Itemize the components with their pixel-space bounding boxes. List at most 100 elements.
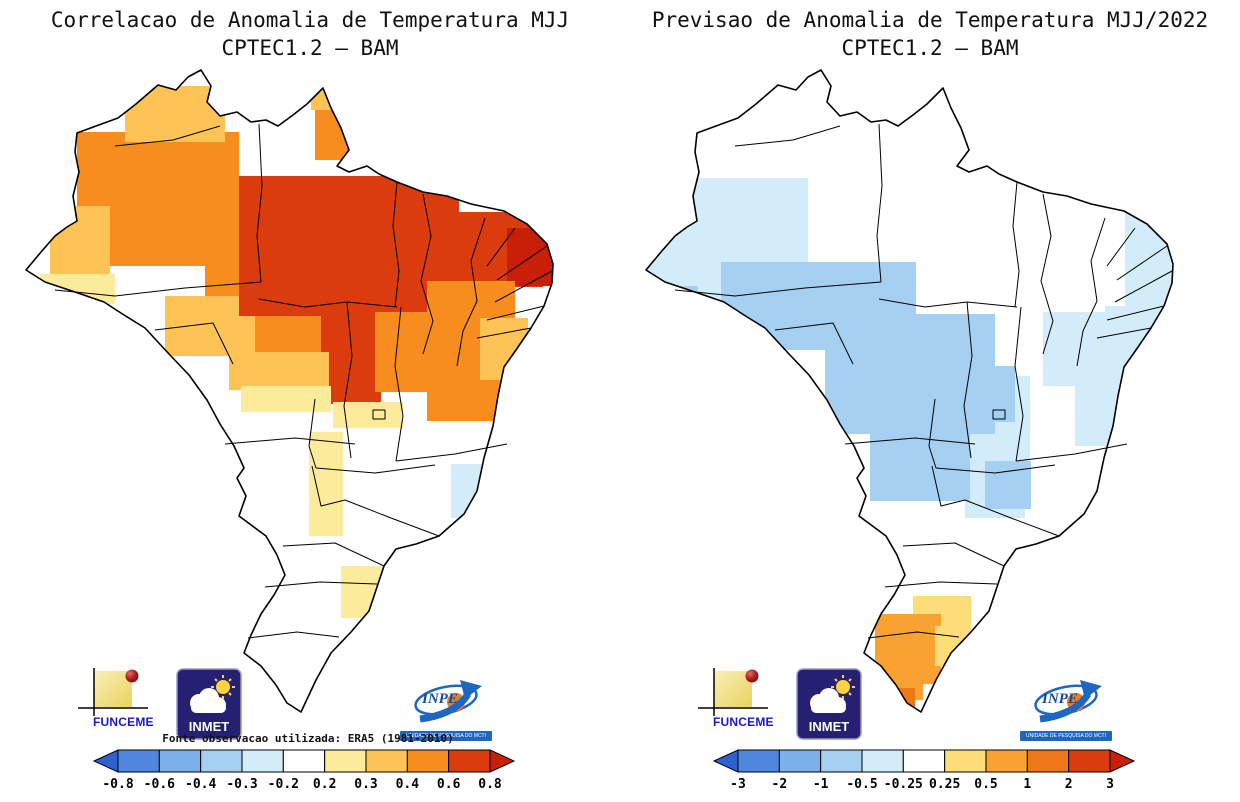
colorbar-tick-label: -0.2 xyxy=(268,777,299,792)
colorbar-arrow-left xyxy=(92,749,119,773)
map-cell xyxy=(40,274,115,304)
map-cell xyxy=(870,431,970,501)
colorbar-tick-label: -2 xyxy=(772,777,788,792)
inpe-sublabel-bar: UNIDADE DE PESQUISA DO MCTI xyxy=(400,731,492,741)
colorbar-segment xyxy=(200,749,243,773)
map-cell xyxy=(935,626,965,666)
colorbar-tick-label: -3 xyxy=(730,777,746,792)
inmet-cloud-icon xyxy=(810,688,846,713)
map-cell xyxy=(1043,312,1105,386)
map-cell xyxy=(341,566,393,618)
inpe-label: INPE xyxy=(1041,691,1078,707)
map-cell xyxy=(985,461,1031,509)
colorbar-forecast: -3 -2 -1 -0.5 -0.25 0.25 0.5 1 2 3 xyxy=(712,749,1136,792)
colorbar-tick-label: 0.8 xyxy=(478,777,502,792)
funceme-label: FUNCEME xyxy=(713,715,774,729)
funceme-axes-icon xyxy=(698,668,768,716)
colorbar-tick-label: 2 xyxy=(1065,777,1073,792)
funceme-label: FUNCEME xyxy=(93,715,154,729)
colorbar-segment xyxy=(1026,749,1070,773)
colorbar-tick-label: 0.5 xyxy=(974,777,997,792)
brazil-map-forecast xyxy=(645,69,1174,713)
colorbar-segment xyxy=(324,749,367,773)
map-cell xyxy=(375,312,435,392)
colorbar-tick-label: -0.8 xyxy=(102,777,133,792)
map-cell xyxy=(451,464,499,518)
colorbar-tick-label: -0.25 xyxy=(884,777,923,792)
panel-title-line2: CPTEC1.2 — BAM xyxy=(841,36,1019,60)
colorbar-segment xyxy=(985,749,1028,773)
source-note: Fonte observacao utilizada: ERA5 (1981-2… xyxy=(162,732,454,745)
funceme-axes-icon xyxy=(78,668,148,716)
map-cell xyxy=(125,86,225,142)
inpe-label: INPE xyxy=(421,691,458,707)
inmet-icon: INMET xyxy=(176,668,242,740)
funceme-ball-icon xyxy=(745,669,759,683)
panel-title: Previsao de Anomalia de Temperatura MJJ/… xyxy=(620,6,1240,62)
colorbar-tick-label: 1 xyxy=(1023,777,1031,792)
colorbar-tick-label: 0.4 xyxy=(396,777,420,792)
map-cell xyxy=(309,432,343,536)
panel-title-line1: Previsao de Anomalia de Temperatura MJJ/… xyxy=(651,8,1209,32)
colorbar-tick-label: 0.6 xyxy=(437,777,461,792)
map-cell xyxy=(887,688,915,710)
panel-forecast: Previsao de Anomalia de Temperatura MJJ/… xyxy=(620,0,1240,802)
map-cell xyxy=(241,386,331,412)
map-cells-layer xyxy=(646,178,1173,710)
panel-title-line2: CPTEC1.2 — BAM xyxy=(221,36,399,60)
inpe-sublabel-bar: UNIDADE DE PESQUISA DO MCTI xyxy=(1020,731,1112,741)
colorbar-segment xyxy=(158,749,202,773)
colorbar-tick-label: -0.5 xyxy=(846,777,877,792)
colorbar-segment xyxy=(944,749,987,773)
inmet-logo: INMET xyxy=(796,668,862,744)
inpe-sublabel: UNIDADE DE PESQUISA DO MCTI xyxy=(1025,733,1106,739)
colorbar-tick-label: -0.6 xyxy=(144,777,175,792)
colorbar-tick-label: -1 xyxy=(813,777,829,792)
colorbar-segment xyxy=(365,749,408,773)
colorbar-segment xyxy=(117,749,160,773)
inmet-label: INMET xyxy=(809,719,850,734)
colorbar-segment xyxy=(406,749,450,773)
inmet-label: INMET xyxy=(189,719,230,734)
map-cell xyxy=(825,314,995,434)
inmet-sun-icon xyxy=(831,675,855,699)
colorbar-tick-label: 0.25 xyxy=(929,777,960,792)
colorbar-tick-label: 0.3 xyxy=(354,777,377,792)
map-cell xyxy=(646,286,698,331)
colorbar-segment xyxy=(902,749,946,773)
inpe-arrowhead-icon xyxy=(460,680,482,699)
colorbar-arrow-left xyxy=(712,749,739,773)
inpe-arrowhead-icon xyxy=(1080,680,1102,699)
panel-title-line1: Correlacao de Anomalia de Temperatura MJ… xyxy=(50,8,570,32)
colorbar-correlation: -0.8 -0.6 -0.4 -0.3 -0.2 0.2 0.3 0.4 0.6 0.8 xyxy=(92,749,516,792)
colorbar-segment xyxy=(820,749,863,773)
colorbar-tick-label: 3 xyxy=(1106,777,1114,792)
map-cells-layer xyxy=(40,80,553,618)
colorbar-segment xyxy=(448,749,491,773)
inpe-sublabel: UNIDADE DE PESQUISA DO MCTI xyxy=(405,733,486,739)
colorbar-arrow-right xyxy=(489,749,516,773)
colorbar-segment xyxy=(861,749,904,773)
funceme-logo: FUNCEME xyxy=(78,668,164,729)
colorbar-segment xyxy=(737,749,780,773)
map-cell xyxy=(491,430,521,466)
colorbar-segment xyxy=(282,749,326,773)
inpe-icon: INPE xyxy=(414,680,482,723)
inmet-cloud-icon xyxy=(190,688,226,713)
inpe-logo: INPE UNIDADE DE PESQUISA DO MCTI xyxy=(1020,672,1112,741)
inmet-logo: INMET xyxy=(176,668,242,744)
inpe-icon: INPE xyxy=(1034,680,1102,723)
map-cell xyxy=(239,176,459,316)
funceme-logo: FUNCEME xyxy=(698,668,784,729)
panel-correlation: Correlacao de Anomalia de Temperatura MJ… xyxy=(0,6,620,792)
colorbar-segment xyxy=(241,749,284,773)
inmet-icon: INMET xyxy=(796,668,862,740)
colorbar-tick-label: -0.4 xyxy=(185,777,216,792)
brazil-map-correlation xyxy=(25,69,554,713)
panel-title: Correlacao de Anomalia de Temperatura MJ… xyxy=(0,6,620,62)
inpe-logo: INPE UNIDADE DE PESQUISA DO MCTI xyxy=(400,672,492,741)
map-cell xyxy=(311,80,331,110)
colorbar-tick-label: 0.2 xyxy=(313,777,336,792)
map-cell xyxy=(229,352,329,390)
map-cell xyxy=(333,402,403,428)
